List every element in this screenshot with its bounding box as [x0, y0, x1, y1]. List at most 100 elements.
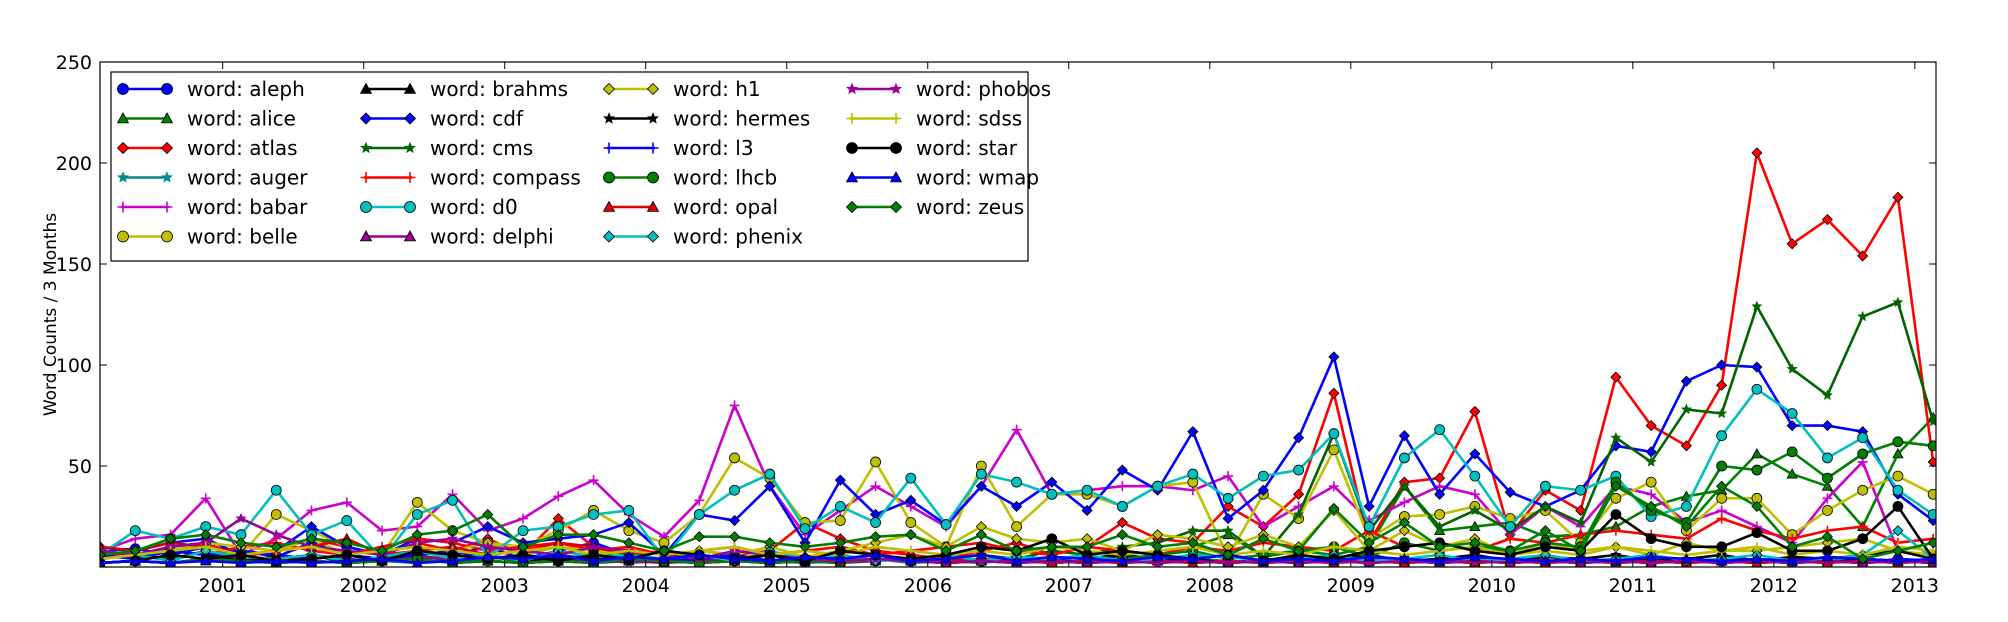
- data-point: [1610, 541, 1621, 552]
- data-point: [1892, 296, 1904, 308]
- data-point: [834, 537, 846, 549]
- data-point: [553, 491, 564, 502]
- x-tick-label: 2009: [1327, 575, 1375, 597]
- data-point: [1892, 545, 1904, 557]
- data-point: [799, 551, 811, 562]
- data-point: [1223, 471, 1234, 482]
- legend-marker: [403, 82, 417, 94]
- data-point: [1821, 389, 1833, 400]
- data-point: [1257, 470, 1269, 482]
- data-point: [1610, 509, 1622, 520]
- data-point: [1857, 484, 1869, 496]
- data-point: [905, 517, 917, 528]
- data-point: [588, 509, 599, 520]
- data-point: [1716, 379, 1728, 391]
- legend-marker: [117, 83, 129, 95]
- data-point: [482, 521, 494, 533]
- data-point: [1927, 488, 1936, 500]
- data-point: [1751, 300, 1763, 312]
- data-point: [1927, 537, 1936, 549]
- data-point: [588, 541, 600, 552]
- data-point: [870, 481, 881, 492]
- data-point: [588, 475, 599, 486]
- data-point: [1716, 480, 1728, 492]
- data-point: [1857, 250, 1869, 262]
- legend-marker: [160, 112, 174, 124]
- data-point: [1328, 387, 1340, 399]
- data-point: [1222, 512, 1234, 525]
- legend-marker: [603, 112, 615, 124]
- legend-label: word: brahms: [430, 77, 568, 101]
- data-point: [1222, 492, 1234, 504]
- data-point: [623, 551, 635, 562]
- data-point: [1751, 448, 1763, 459]
- legend-item: word: wmap: [845, 166, 1039, 190]
- data-point: [1187, 524, 1199, 536]
- legend-marker: [647, 112, 659, 124]
- data-point: [1293, 545, 1305, 557]
- data-point: [1504, 521, 1516, 532]
- legend-label: word: star: [916, 136, 1018, 160]
- legend-marker: [116, 141, 130, 155]
- data-point: [1575, 545, 1587, 557]
- data-point: [834, 500, 846, 512]
- data-point: [552, 529, 564, 541]
- plot-series: [100, 147, 1936, 567]
- x-tick-label: 2013: [1891, 575, 1939, 597]
- x-axis: 2001 2002 2003 2004 2005 2006 2007 2008 2009 2010…: [199, 62, 1939, 597]
- legend-label: word: auger: [187, 166, 308, 190]
- data-point: [658, 545, 670, 557]
- data-point: [1645, 456, 1657, 467]
- data-point: [1681, 500, 1692, 512]
- data-point: [1716, 430, 1728, 442]
- legend-label: word: aleph: [187, 77, 305, 101]
- data-point: [693, 509, 705, 520]
- data-point: [1116, 500, 1128, 512]
- data-point: [482, 508, 494, 521]
- data-point: [1680, 490, 1693, 501]
- data-point: [1504, 553, 1516, 564]
- data-point: [1680, 440, 1692, 452]
- data-point: [377, 525, 388, 536]
- legend-marker: [359, 112, 373, 125]
- legend-item: word: cdf: [359, 107, 524, 131]
- legend-label: word: compass: [430, 166, 581, 190]
- legend-marker: [845, 200, 859, 214]
- data-point: [1187, 426, 1199, 438]
- x-tick-label: 2011: [1609, 575, 1657, 597]
- data-point: [1010, 555, 1023, 566]
- legend-marker: [404, 172, 416, 183]
- data-point: [446, 555, 459, 566]
- legend-label: word: sdss: [916, 107, 1022, 131]
- data-point: [975, 480, 987, 492]
- data-point: [1927, 509, 1936, 520]
- data-point: [1539, 500, 1551, 512]
- legend-item: word: cms: [360, 136, 533, 160]
- data-point: [1011, 521, 1022, 532]
- data-point: [1117, 481, 1128, 492]
- data-point: [1328, 502, 1340, 514]
- data-point: [164, 533, 177, 545]
- data-point: [1293, 488, 1305, 500]
- legend-label: word: belle: [187, 225, 298, 249]
- data-point: [1398, 553, 1411, 564]
- data-point: [1751, 553, 1763, 564]
- y-axis: 50 100 150 200 250: [56, 52, 1936, 478]
- data-point: [1892, 525, 1904, 537]
- data-point: [975, 555, 987, 566]
- data-point: [1046, 476, 1058, 488]
- data-point: [1645, 476, 1657, 488]
- data-point: [411, 496, 423, 508]
- data-point: [1116, 464, 1128, 476]
- data-point: [1434, 509, 1446, 520]
- data-point: [1892, 436, 1904, 448]
- data-point: [905, 472, 917, 484]
- data-point: [940, 553, 952, 564]
- data-point: [729, 452, 740, 464]
- data-point: [905, 529, 917, 541]
- x-tick-label: 2012: [1750, 575, 1798, 597]
- data-point: [1469, 405, 1481, 418]
- legend-item: word: phobos: [846, 77, 1051, 101]
- data-point: [1751, 361, 1763, 373]
